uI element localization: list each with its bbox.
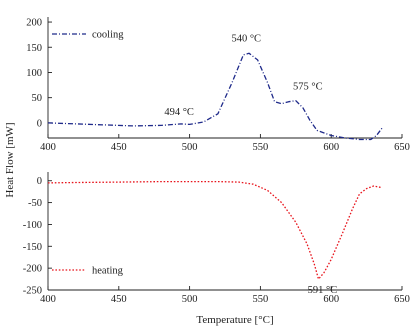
x-tick-label: 450 <box>111 294 127 305</box>
y-tick-label: -100 <box>23 220 42 231</box>
annotation-label: 540 °C <box>231 33 261 44</box>
x-tick-label: 650 <box>394 294 410 305</box>
y-tick-label: -50 <box>28 198 42 209</box>
x-tick-label: 600 <box>323 294 339 305</box>
x-tick-label: 650 <box>394 142 410 153</box>
series-line-heating <box>47 180 383 280</box>
x-tick-label: 500 <box>182 142 198 153</box>
x-tick-label: 550 <box>253 142 269 153</box>
x-tick-label: 500 <box>182 294 198 305</box>
legend-label-heating: heating <box>92 266 124 277</box>
y-tick-label: 0 <box>37 118 42 129</box>
x-tick-label: 550 <box>253 294 269 305</box>
x-tick-label: 600 <box>323 142 339 153</box>
y-tick-label: -200 <box>23 264 42 275</box>
y-tick-label: 0 <box>37 176 42 187</box>
y-tick-label: 150 <box>26 43 42 54</box>
annotation-label: 575 °C <box>293 82 323 93</box>
y-tick-label: 50 <box>32 93 43 104</box>
y-tick-label: 100 <box>26 68 42 79</box>
x-axis-title: Temperature [°C] <box>196 314 273 326</box>
annotation-label: 494 °C <box>164 107 194 118</box>
y-tick-label: -150 <box>23 242 42 253</box>
y-axis-title: Heat Flow [mW] <box>4 122 16 197</box>
x-tick-label: 400 <box>40 142 56 153</box>
y-tick-label: -250 <box>23 286 42 297</box>
annotation-label: 591 °C <box>308 285 338 296</box>
y-tick-label: 200 <box>26 18 42 29</box>
legend-label-cooling: cooling <box>92 30 124 41</box>
x-tick-label: 450 <box>111 142 127 153</box>
series-line-cooling <box>47 52 383 141</box>
x-tick-label: 400 <box>40 294 56 305</box>
